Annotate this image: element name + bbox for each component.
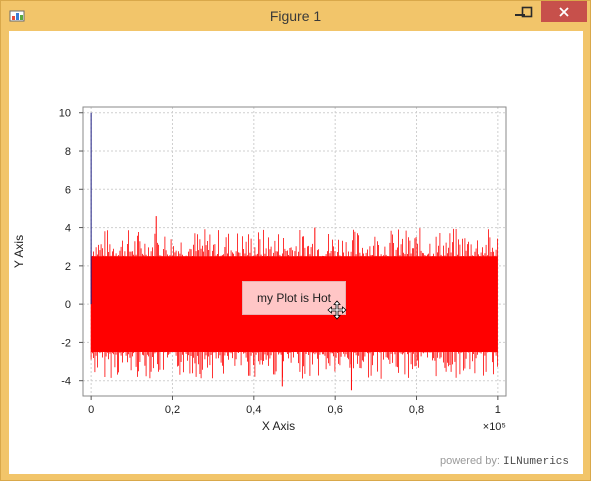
y-tick-label: -4 xyxy=(61,376,71,388)
x-tick-label: 0,6 xyxy=(328,404,343,416)
title-bar[interactable]: Figure 1 xyxy=(1,1,590,31)
close-icon xyxy=(559,6,569,17)
y-tick-label: 0 xyxy=(65,299,71,311)
y-tick-label: 8 xyxy=(65,146,71,158)
y-axis-label: Y Axis xyxy=(12,235,26,268)
plot-frame xyxy=(82,106,507,397)
maximize-icon xyxy=(521,6,533,18)
x-tick-label: 1 xyxy=(495,404,501,416)
window-title: Figure 1 xyxy=(269,8,322,24)
y-tick-label: 6 xyxy=(65,184,71,196)
tick-layer: 0 0,2 0,4 0,6 0,8 1 -4 -2 0 2 4 6 8 10 xyxy=(59,108,501,416)
move-cursor-icon xyxy=(327,300,347,320)
minimize-icon xyxy=(515,14,525,16)
brand-name: ILNumerics xyxy=(502,456,569,468)
close-button[interactable] xyxy=(541,1,587,22)
x-axis-exponent: ×10⁵ xyxy=(483,421,506,433)
x-axis-label: X Axis xyxy=(262,419,295,433)
x-tick-label: 0,2 xyxy=(165,404,180,416)
minimize-button[interactable] xyxy=(506,1,534,23)
powered-by-credit: powered by: ILNumerics xyxy=(440,455,569,468)
annotation-text: my Plot is Hot xyxy=(256,291,331,305)
maximize-button[interactable] xyxy=(510,1,544,23)
y-tick-label: -2 xyxy=(61,337,71,349)
series-layer xyxy=(90,112,498,391)
x-tick-label: 0 xyxy=(88,404,94,416)
figure-canvas[interactable]: 0 0,2 0,4 0,6 0,8 1 -4 -2 0 2 4 6 8 10 X Axis Y Axis … xyxy=(9,31,583,474)
x-tick-label: 0,8 xyxy=(409,404,424,416)
figure-app-icon[interactable] xyxy=(9,9,25,23)
y-tick-label: 10 xyxy=(59,108,71,120)
x-tick-label: 0,4 xyxy=(246,404,261,416)
y-tick-label: 4 xyxy=(65,223,71,235)
y-tick-label: 2 xyxy=(65,261,71,273)
powered-by-prefix: powered by: xyxy=(439,455,500,467)
